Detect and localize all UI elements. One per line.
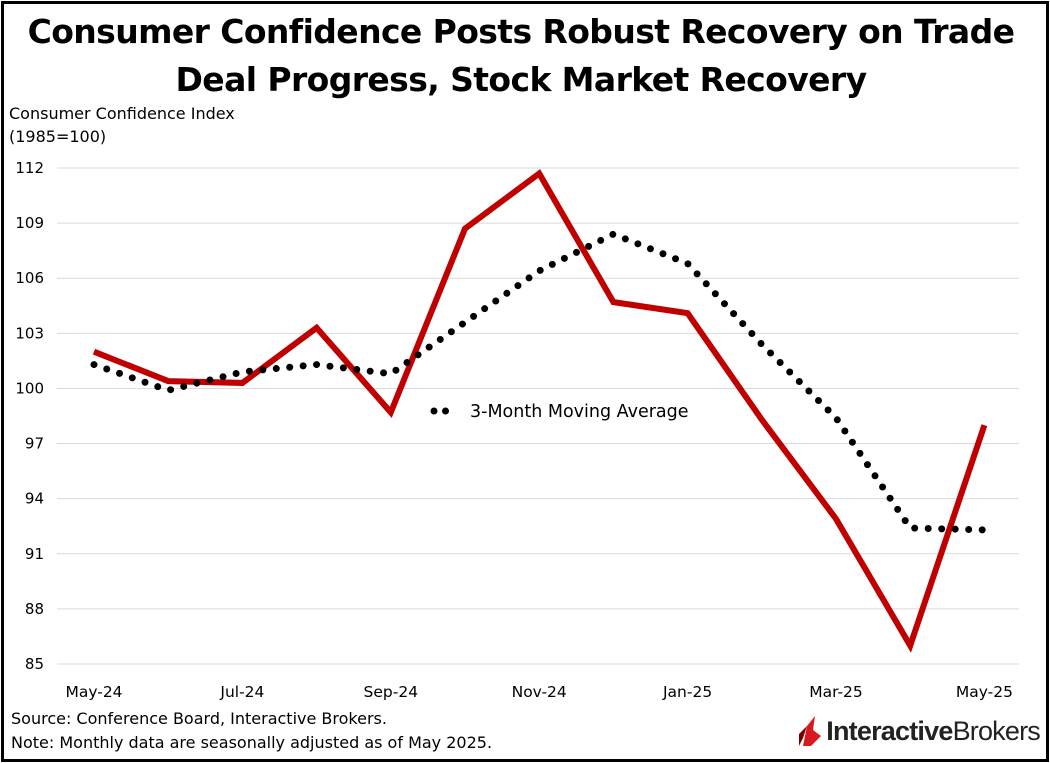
y-tick-label: 109 (15, 214, 44, 232)
y-tick-label: 88 (25, 600, 44, 618)
x-tick-label: Jan-25 (662, 683, 712, 701)
x-tick-label: May-25 (956, 683, 1013, 701)
y-tick-label: 106 (15, 269, 44, 287)
y-tick-label: 97 (25, 435, 44, 453)
y-tick-label: 85 (25, 655, 44, 673)
y-tick-label: 100 (15, 379, 44, 397)
source-note: Source: Conference Board, Interactive Br… (11, 709, 387, 728)
x-tick-label: Sep-24 (364, 683, 419, 701)
legend-label-moving-average: 3-Month Moving Average (470, 402, 689, 422)
y-tick-label: 103 (15, 324, 44, 342)
seasonal-note: Note: Monthly data are seasonally adjust… (11, 733, 493, 752)
y-tick-label: 91 (25, 545, 44, 563)
series-line-consumer-confidence (92, 169, 988, 653)
y-axis-label: Consumer Confidence Index (9, 104, 235, 123)
y-tick-label: 94 (25, 490, 44, 508)
chart-title: Consumer Confidence Posts Robust Recover… (27, 12, 1015, 99)
y-tick-label: 112 (15, 159, 44, 177)
logo-text-interactive: Interactive (826, 716, 953, 746)
series-line-moving-average (90, 230, 988, 534)
x-tick-label: May-24 (65, 683, 122, 701)
y-axis-label-base: (1985=100) (9, 127, 107, 146)
interactive-brokers-logo: InteractiveBrokers (797, 714, 1041, 748)
x-tick-label: Jul-24 (219, 683, 264, 701)
logo-text-brokers: Brokers (952, 716, 1041, 746)
brokers-flame-icon (799, 716, 822, 746)
x-tick-label: Mar-25 (809, 683, 863, 701)
x-tick-label: Nov-24 (512, 683, 567, 701)
logo-wordmark: InteractiveBrokers (826, 714, 1041, 748)
